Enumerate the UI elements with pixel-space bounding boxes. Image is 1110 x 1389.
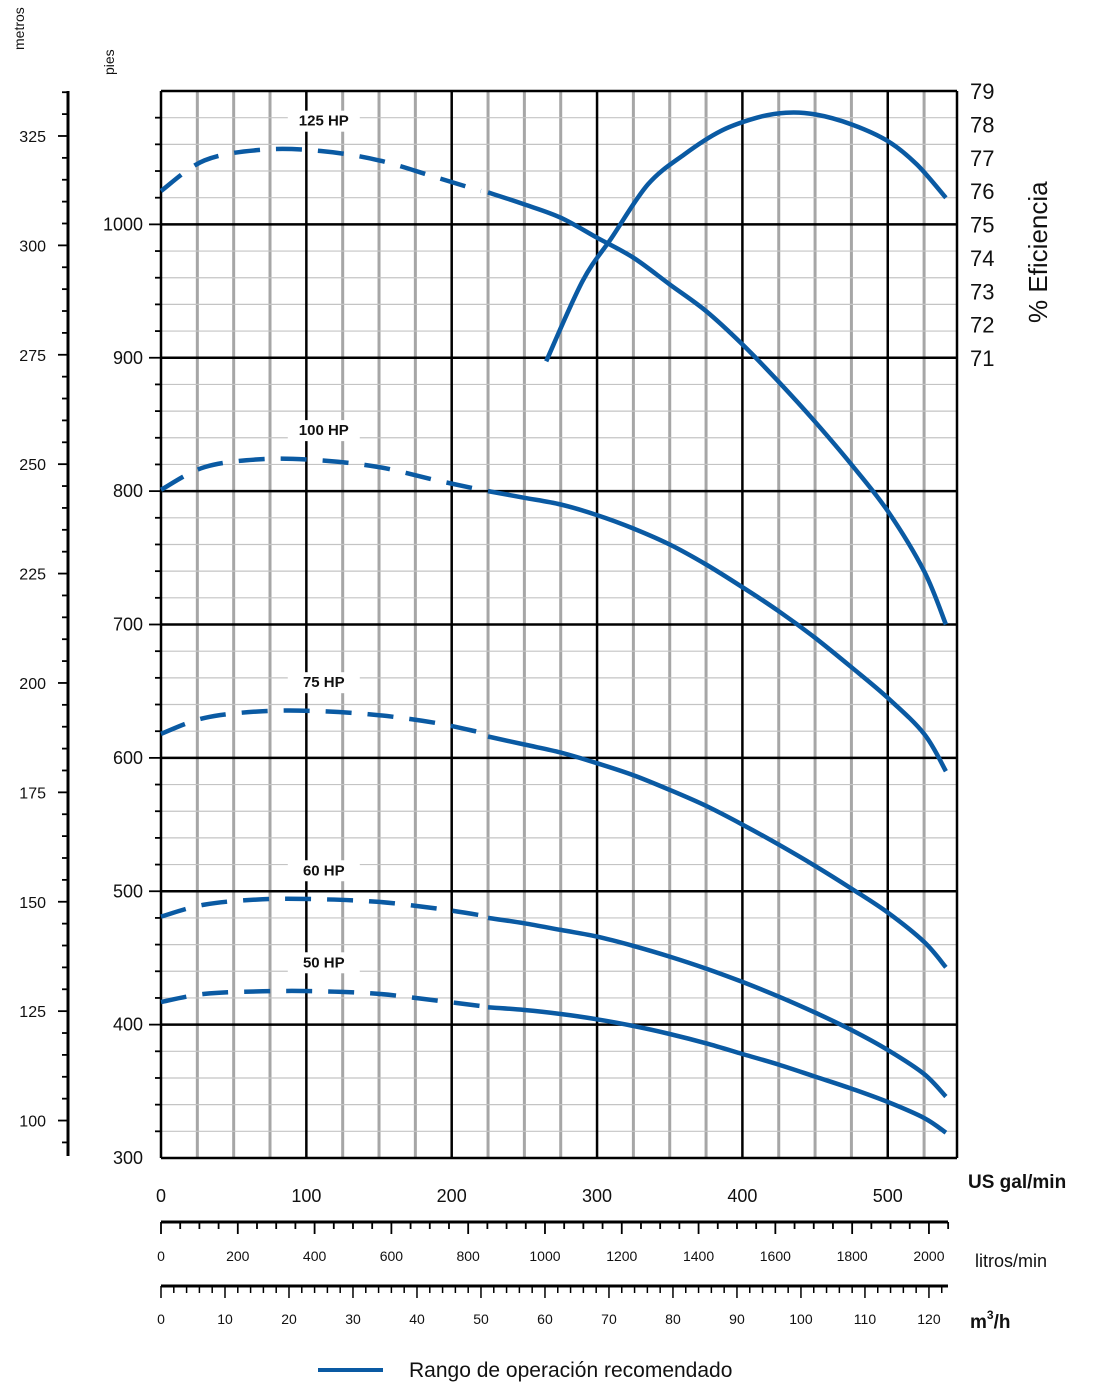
- hp-label-100-hp: 100 HP: [299, 422, 349, 439]
- efficiency-axis-title: % Eficiencia: [1023, 181, 1053, 323]
- curve-dashed-100-hp: [159, 456, 482, 492]
- feet-tick-label: 700: [113, 615, 143, 635]
- efficiency-tick-label: 78: [970, 112, 994, 137]
- curve-solid-75-hp: [487, 734, 948, 969]
- legend-label: Rango de operación recomendado: [409, 1359, 732, 1382]
- hp-label-bg: [287, 110, 360, 132]
- m3h-label-base: m: [970, 1312, 987, 1333]
- liters-tick-label: 600: [380, 1248, 404, 1264]
- m3h-tick-label: 0: [157, 1311, 165, 1327]
- m3h-tick-label: 80: [665, 1311, 681, 1327]
- liters-tick-label: 0: [157, 1248, 165, 1264]
- metros-tick-label: 225: [19, 567, 46, 584]
- metros-tick-label: 150: [19, 895, 46, 912]
- pump-curves: [159, 110, 948, 1135]
- m3h-tick-label: 30: [345, 1311, 361, 1327]
- efficiency-axis: 71 72 73 74 75 76 77 78 79: [970, 79, 994, 371]
- liters-tick-label: 2000: [913, 1248, 944, 1264]
- metros-tick-label: 300: [19, 238, 46, 255]
- feet-tick-label: 400: [113, 1015, 143, 1035]
- curve-dashed-60-hp: [160, 896, 482, 919]
- curve-solid-eficiencia: [544, 110, 948, 363]
- curve-solid-100-hp: [487, 488, 948, 773]
- gpm-tick-label: 500: [873, 1186, 903, 1206]
- m3h-tick-label: 20: [281, 1311, 297, 1327]
- liters-unit-label: litros/min: [975, 1251, 1047, 1271]
- m3h-tick-label: 50: [473, 1311, 489, 1327]
- curve-dashed-125-hp: [159, 146, 482, 194]
- metros-tick-label: 325: [19, 129, 46, 146]
- hp-label-75-hp: 75 HP: [303, 674, 345, 691]
- liters-tick-label: 400: [303, 1248, 327, 1264]
- m3h-tick-label: 100: [789, 1311, 813, 1327]
- curve-solid-60-hp: [487, 915, 948, 1099]
- gpm-tick-label: 200: [437, 1186, 467, 1206]
- m3h-tick-label: 10: [217, 1311, 233, 1327]
- curve-dashed-75-hp: [160, 708, 482, 737]
- efficiency-tick-label: 79: [970, 79, 994, 104]
- m3h-tick-label: 110: [854, 1311, 877, 1327]
- hp-labels: 125 HP 100 HP 75 HP 60 HP 50 HP: [287, 110, 360, 974]
- m3h-label-tail: /h: [994, 1312, 1011, 1333]
- hp-label-125-hp: 125 HP: [299, 113, 349, 130]
- feet-tick-label: 900: [113, 348, 143, 368]
- efficiency-tick-label: 71: [970, 346, 994, 371]
- efficiency-tick-label: 75: [970, 213, 994, 238]
- efficiency-tick-label: 77: [970, 146, 994, 171]
- liters-tick-label: 1600: [760, 1248, 791, 1264]
- curve-solid-125-hp: [487, 190, 948, 626]
- x-unit-label: US gal/min: [968, 1172, 1066, 1193]
- pies-axis-label: pies: [101, 49, 117, 75]
- hp-label-60-hp: 60 HP: [303, 862, 345, 879]
- hp-label-bg: [287, 860, 360, 882]
- hp-label-bg: [287, 952, 360, 974]
- liters-tick-label: 1000: [529, 1248, 560, 1264]
- hp-label-50-hp: 50 HP: [303, 954, 345, 971]
- liters-tick-label: 200: [226, 1248, 250, 1264]
- m3h-tick-label: 90: [729, 1311, 745, 1327]
- metros-tick-label: 250: [19, 457, 46, 474]
- feet-tick-label: 500: [113, 881, 143, 901]
- m3h-tick-label: 60: [537, 1311, 553, 1327]
- metros-tick-label: 175: [19, 785, 46, 802]
- liters-tick-label: 1200: [606, 1248, 637, 1264]
- m3h-tick-label: 40: [409, 1311, 425, 1327]
- metros-tick-label: 125: [19, 1004, 46, 1021]
- curve-solid-50-hp: [487, 1005, 948, 1135]
- hp-label-bg: [287, 420, 360, 442]
- feet-tick-label: 1000: [103, 214, 143, 234]
- left-axes: 300 400 500 600 700 800 900 1000 100 125 150 175 200…: [19, 91, 161, 1168]
- m3h-tick-label: 70: [601, 1311, 617, 1327]
- m3h-tick-label: 120: [917, 1311, 941, 1327]
- efficiency-tick-label: 76: [970, 179, 994, 204]
- feet-tick-label: 800: [113, 481, 143, 501]
- gpm-tick-label: 0: [156, 1186, 166, 1206]
- metros-tick-label: 100: [19, 1114, 46, 1131]
- gpm-tick-label: 300: [582, 1186, 612, 1206]
- liters-tick-label: 800: [456, 1248, 480, 1264]
- hp-label-bg: [287, 672, 360, 694]
- metros-tick-label: 200: [19, 676, 46, 693]
- efficiency-tick-label: 73: [970, 279, 994, 304]
- efficiency-tick-label: 72: [970, 313, 994, 338]
- gpm-tick-label: 400: [727, 1186, 757, 1206]
- gpm-tick-label: 100: [291, 1186, 321, 1206]
- feet-tick-label: 300: [113, 1148, 143, 1168]
- m3h-unit-label: m3/h: [970, 1308, 1010, 1333]
- curve-dashed-50-hp: [160, 988, 482, 1009]
- metros-tick-label: 275: [19, 348, 46, 365]
- feet-tick-label: 600: [113, 748, 143, 768]
- efficiency-tick-label: 74: [970, 246, 994, 271]
- liters-tick-label: 1400: [683, 1248, 714, 1264]
- m3h-label-sup: 3: [987, 1308, 994, 1322]
- liters-tick-label: 1800: [837, 1248, 868, 1264]
- metros-axis-label: metros: [11, 7, 27, 50]
